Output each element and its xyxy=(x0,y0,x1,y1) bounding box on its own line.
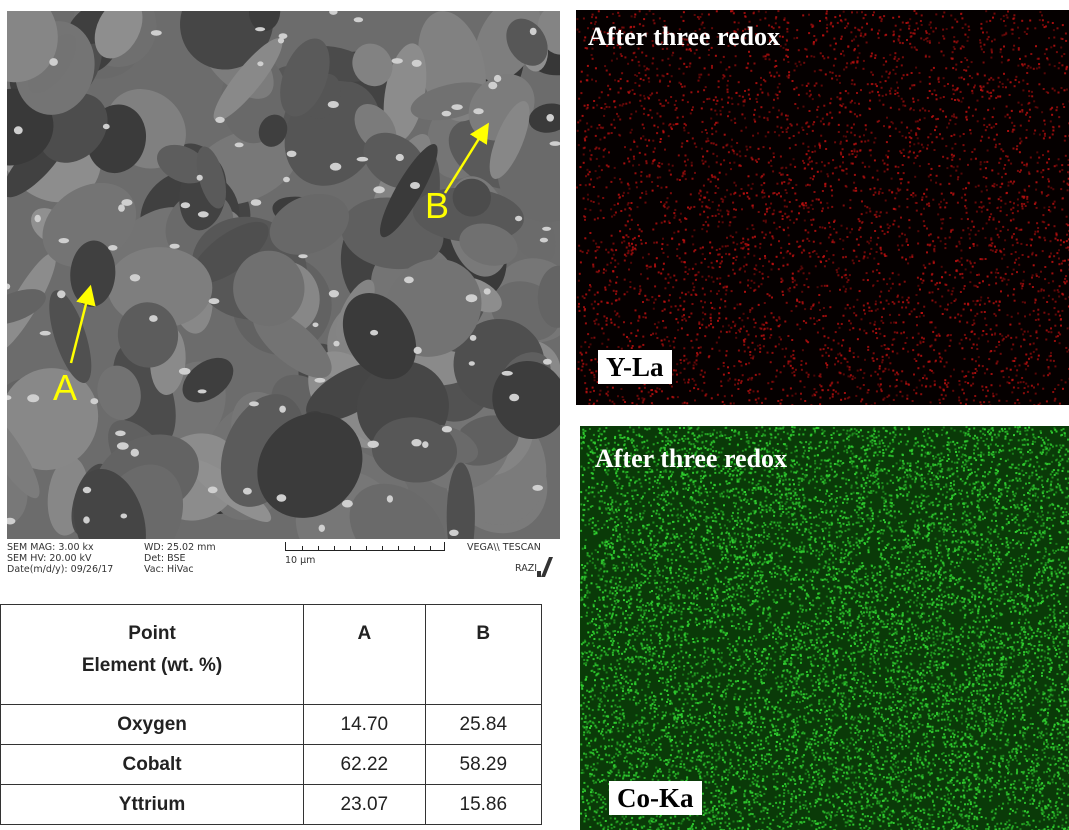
map-title-y: After three redox xyxy=(588,22,781,51)
map-label-y: Y-La xyxy=(598,350,672,384)
table-row: Cobalt 62.22 58.29 xyxy=(0,744,543,785)
element-dots xyxy=(580,426,1069,830)
map-label-co: Co-Ka xyxy=(609,781,702,815)
sem-wd: WD: 25.02 mm xyxy=(144,542,216,553)
row-element: Oxygen xyxy=(0,704,305,745)
sem-mag: SEM MAG: 3.00 kx xyxy=(7,542,94,553)
composition-table: Point Element (wt. %) A B Oxygen 14.70 2… xyxy=(0,604,543,825)
table-row: Oxygen 14.70 25.84 xyxy=(0,704,543,745)
row-element: Yttrium xyxy=(0,784,305,825)
marker-arrow-b xyxy=(443,122,489,194)
scale-label: 10 µm xyxy=(285,555,316,566)
sem-info-bar: SEM MAG: 3.00 kx SEM HV: 20.00 kV Date(m… xyxy=(7,539,560,591)
map-title-co: After three redox xyxy=(595,444,788,473)
grain-texture xyxy=(7,11,560,539)
row-value-a: 23.07 xyxy=(303,784,426,825)
header-cell-a: A xyxy=(303,604,426,705)
row-value-b: 58.29 xyxy=(424,744,543,785)
marker-label-b: B xyxy=(425,185,449,226)
sem-texture: AB xyxy=(7,11,560,539)
element-dots xyxy=(576,10,1069,405)
map-co-dots xyxy=(580,426,1069,830)
header-cell-b: B xyxy=(424,604,543,705)
marker-label-a: A xyxy=(53,367,77,408)
sem-date: Date(m/d/y): 09/26/17 xyxy=(7,564,114,575)
row-element: Cobalt xyxy=(0,744,305,785)
map-y-la: After three redox Y-La xyxy=(576,10,1069,405)
marker-arrow-a xyxy=(69,284,96,364)
header-a: A xyxy=(357,623,372,644)
row-value-a: 14.70 xyxy=(303,704,426,745)
logo-icon xyxy=(537,557,553,577)
row-value-b: 25.84 xyxy=(424,704,543,745)
row-value-a: 62.22 xyxy=(303,744,426,785)
table-row: Yttrium 23.07 15.86 xyxy=(0,784,543,825)
header-cell-element: Point Element (wt. %) xyxy=(0,604,305,705)
scale-bar xyxy=(285,542,445,551)
sem-vac: Vac: HiVac xyxy=(144,564,194,575)
table-header-row: Point Element (wt. %) A B xyxy=(0,604,543,705)
sem-hv: SEM HV: 20.00 kV xyxy=(7,553,92,564)
header-point: Point xyxy=(128,623,176,644)
map-co-ka: After three redox Co-Ka xyxy=(580,426,1069,830)
map-y-dots xyxy=(576,10,1069,405)
sem-det: Det: BSE xyxy=(144,553,186,564)
header-element: Element (wt. %) xyxy=(81,655,223,676)
brand-text: VEGA\\ TESCAN xyxy=(467,542,541,553)
lab-text: RAZI xyxy=(515,563,538,574)
row-value-b: 15.86 xyxy=(424,784,543,825)
header-b: B xyxy=(476,623,491,644)
